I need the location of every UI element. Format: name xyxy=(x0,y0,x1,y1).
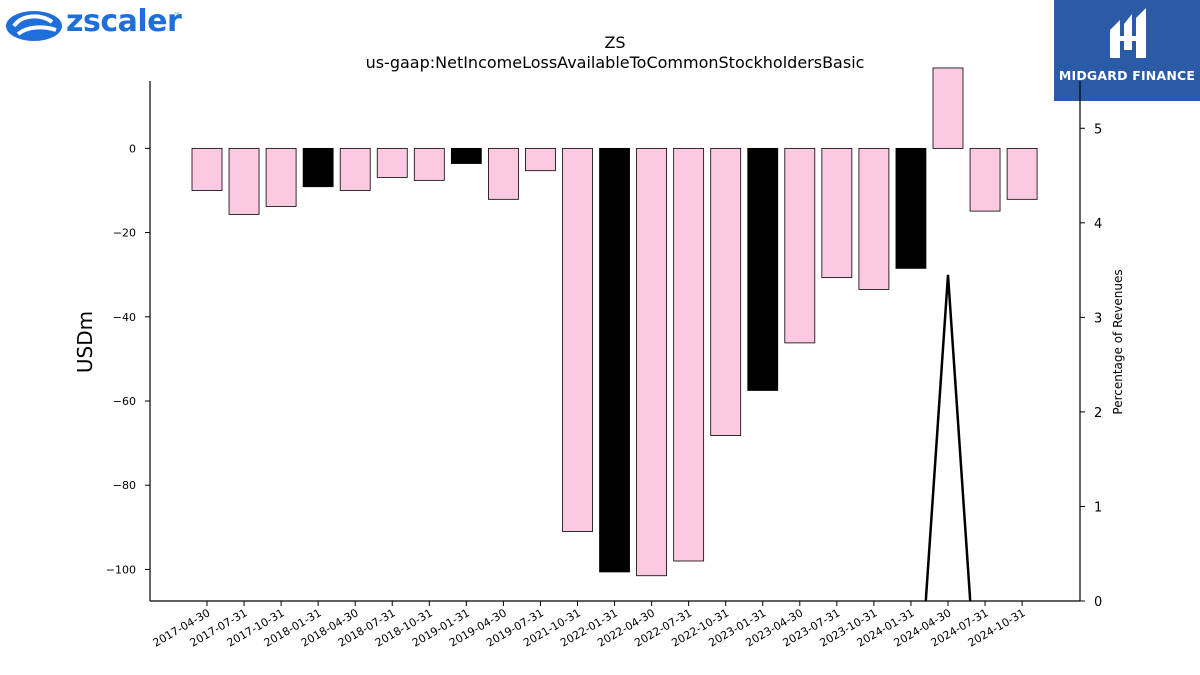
y2-tick-label: 3 xyxy=(1094,311,1102,326)
bar-2022-10-31 xyxy=(710,147,742,436)
bars-group xyxy=(191,67,1038,577)
bar-2017-04-30 xyxy=(191,147,223,191)
y2-tick-label: 4 xyxy=(1094,217,1102,232)
midgard-wordmark: MIDGARD FINANCE xyxy=(1058,68,1196,83)
midgard-finance-logo: MIDGARD FINANCE xyxy=(1054,0,1200,101)
y-tick-label: 0 xyxy=(129,142,136,155)
y-tick-label: −40 xyxy=(113,311,136,324)
chart-subtitle: us-gaap:NetIncomeLossAvailableToCommonSt… xyxy=(366,53,865,72)
y2-tick-label: 5 xyxy=(1094,122,1102,137)
bar-2018-07-31 xyxy=(376,147,408,178)
bar-2019-07-31 xyxy=(525,147,556,172)
y2-tick-label: 1 xyxy=(1094,500,1102,515)
y2-tick-label: 2 xyxy=(1094,406,1102,421)
bar-2018-01-31 xyxy=(302,147,334,188)
bar-2023-04-30 xyxy=(784,147,816,344)
y2-tick-label: 0 xyxy=(1094,595,1102,610)
y-tick-label: −20 xyxy=(113,227,136,240)
trademark-mark: ™ xyxy=(174,12,180,19)
bar-2023-07-31 xyxy=(821,147,853,279)
bar-2024-07-31 xyxy=(969,147,1001,212)
bar-2019-01-31 xyxy=(450,147,482,164)
zscaler-wordmark: zscaler xyxy=(66,4,182,39)
bar-2021-10-31 xyxy=(562,147,593,532)
chart-title: ZS xyxy=(604,33,625,52)
percentage-line xyxy=(924,274,972,602)
bar-2024-04-30 xyxy=(932,67,964,149)
bar-2024-01-31 xyxy=(895,147,927,269)
bar-2023-10-31 xyxy=(858,147,890,290)
y2-axis-label: Percentage of Revenues xyxy=(1111,269,1125,414)
y-axis-label: USDm xyxy=(73,311,97,373)
y-tick-label: −80 xyxy=(113,479,136,492)
bar-2022-04-30 xyxy=(636,147,667,577)
y-tick-label: −60 xyxy=(113,395,136,408)
bar-2019-04-30 xyxy=(487,147,519,200)
bar-2017-07-31 xyxy=(228,147,260,215)
line-group xyxy=(924,274,972,602)
zscaler-logo: zscaler ™ xyxy=(4,4,184,44)
bar-2017-10-31 xyxy=(265,147,297,207)
bar-2022-01-31 xyxy=(599,147,630,573)
cloud-icon xyxy=(6,11,62,41)
bar-2024-10-31 xyxy=(1006,147,1038,200)
y-tick-label: −100 xyxy=(106,563,136,576)
midgard-emblem-icon xyxy=(1110,8,1146,58)
bar-2023-01-31 xyxy=(747,147,779,391)
bar-2018-10-31 xyxy=(413,147,445,181)
bar-2018-04-30 xyxy=(339,147,371,191)
bar-2022-07-31 xyxy=(673,147,705,562)
